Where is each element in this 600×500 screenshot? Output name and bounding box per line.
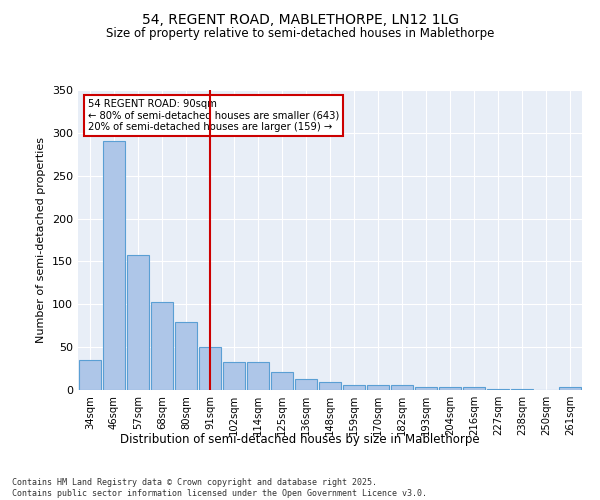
Bar [559, 388, 581, 390]
Bar [199, 347, 221, 390]
Bar [175, 322, 197, 390]
Bar [511, 389, 533, 390]
Bar [151, 302, 173, 390]
Bar [271, 372, 293, 390]
Text: 54, REGENT ROAD, MABLETHORPE, LN12 1LG: 54, REGENT ROAD, MABLETHORPE, LN12 1LG [142, 12, 458, 26]
Text: Size of property relative to semi-detached houses in Mablethorpe: Size of property relative to semi-detach… [106, 28, 494, 40]
Bar [79, 360, 101, 390]
Bar [463, 388, 485, 390]
Text: 54 REGENT ROAD: 90sqm
← 80% of semi-detached houses are smaller (643)
20% of sem: 54 REGENT ROAD: 90sqm ← 80% of semi-deta… [88, 99, 340, 132]
Bar [295, 379, 317, 390]
Bar [247, 362, 269, 390]
Y-axis label: Number of semi-detached properties: Number of semi-detached properties [37, 137, 46, 343]
Bar [343, 385, 365, 390]
Text: Contains HM Land Registry data © Crown copyright and database right 2025.
Contai: Contains HM Land Registry data © Crown c… [12, 478, 427, 498]
Bar [391, 385, 413, 390]
Bar [223, 362, 245, 390]
Bar [439, 386, 461, 390]
Bar [103, 142, 125, 390]
Bar [367, 385, 389, 390]
Bar [487, 389, 509, 390]
Text: Distribution of semi-detached houses by size in Mablethorpe: Distribution of semi-detached houses by … [120, 432, 480, 446]
Bar [415, 386, 437, 390]
Bar [319, 382, 341, 390]
Bar [127, 254, 149, 390]
